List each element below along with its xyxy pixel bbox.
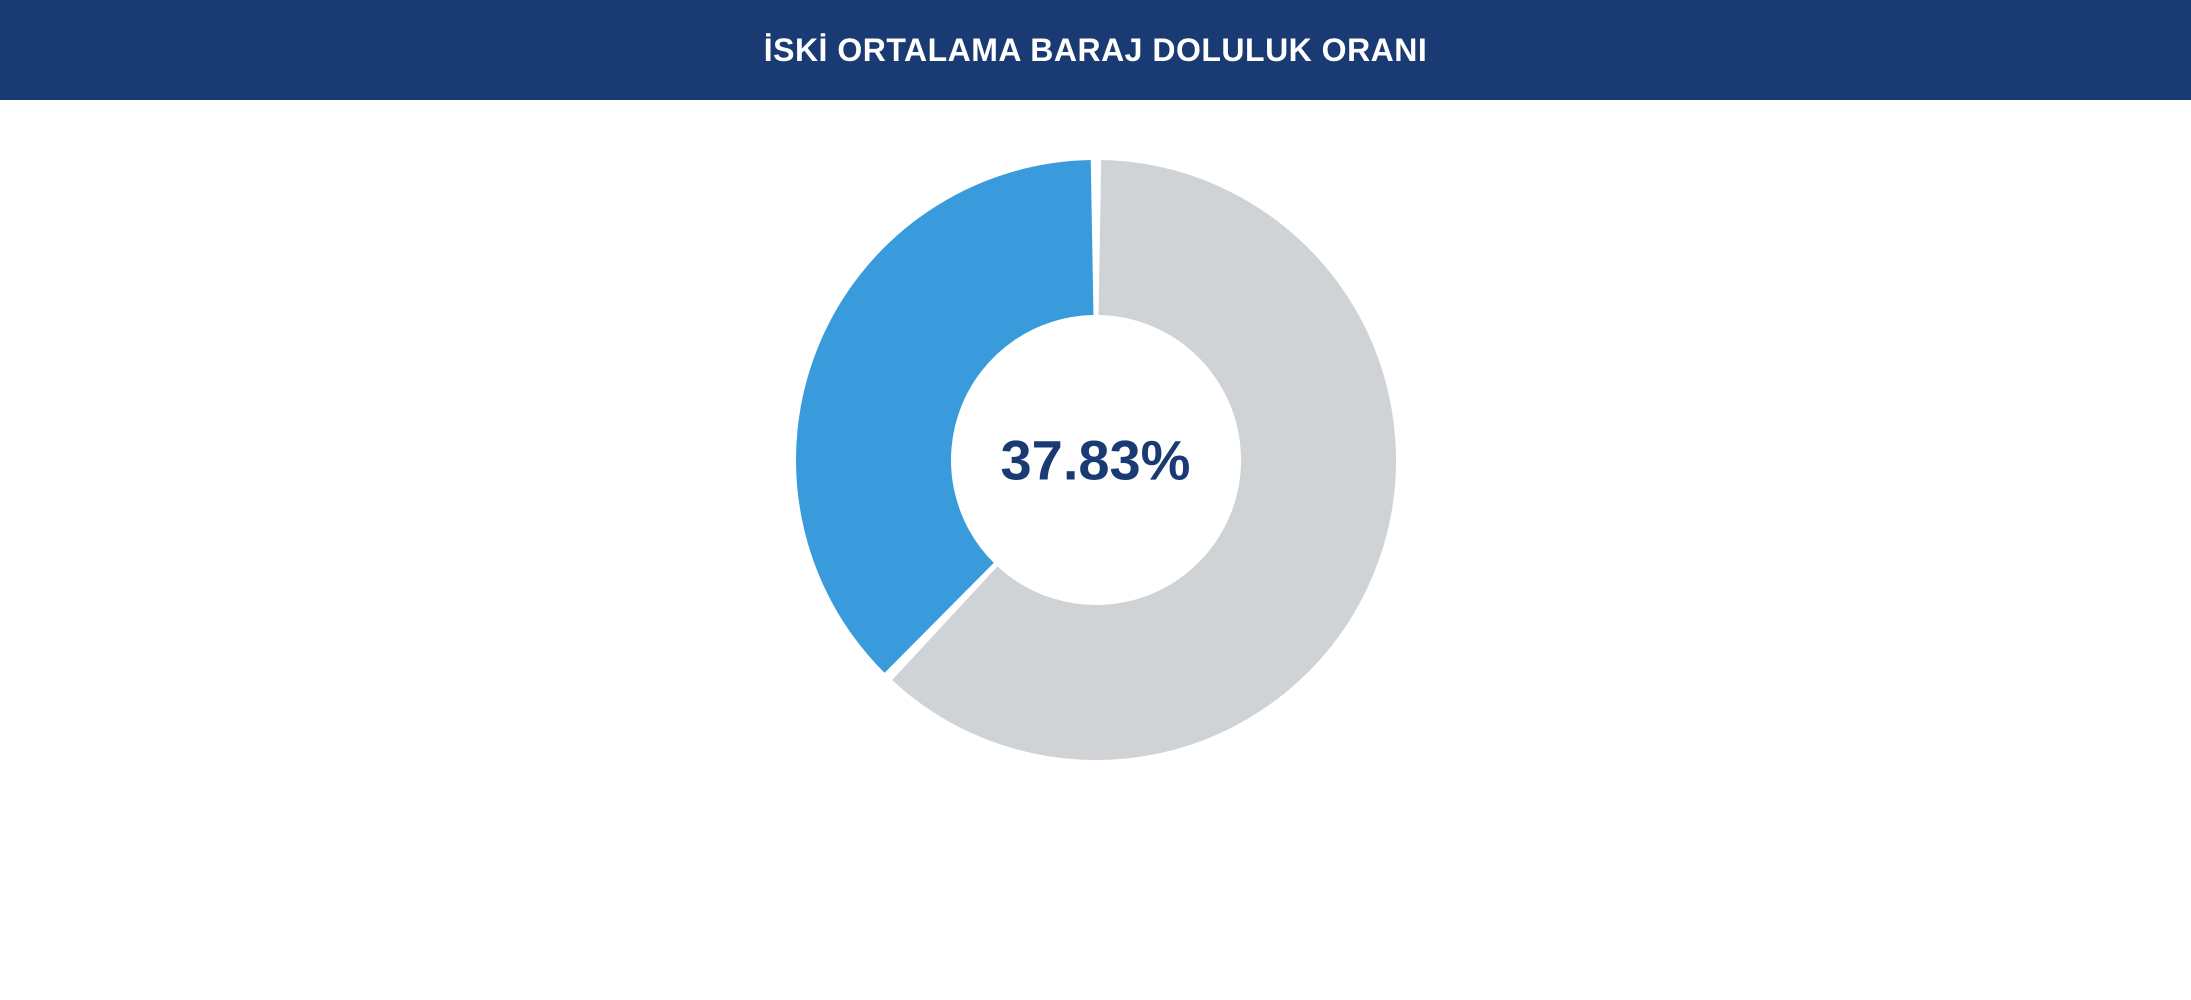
page-title: İSKİ ORTALAMA BARAJ DOLULUK ORANI bbox=[764, 32, 1428, 69]
chart-area: 37.83% bbox=[0, 100, 2191, 760]
donut-chart: 37.83% bbox=[796, 160, 1396, 760]
donut-center-label: 37.83% bbox=[1001, 428, 1191, 493]
header-bar: İSKİ ORTALAMA BARAJ DOLULUK ORANI bbox=[0, 0, 2191, 100]
